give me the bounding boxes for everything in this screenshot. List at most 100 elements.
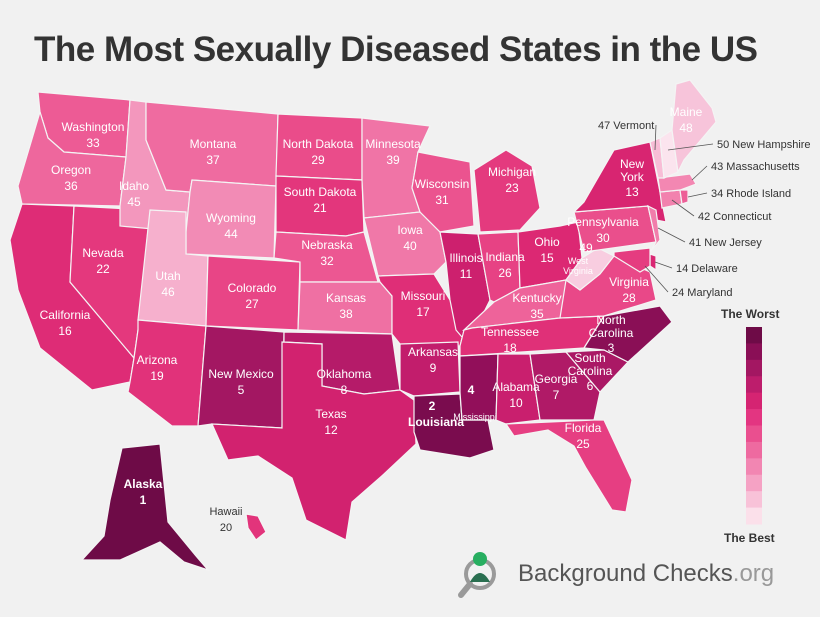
state-ga <box>529 351 601 421</box>
state-rank-ca: 16 <box>58 324 72 338</box>
state-ak <box>80 443 210 572</box>
state-nj <box>647 204 661 253</box>
state-rank-nc: 3 <box>608 341 615 355</box>
state-name-ks: Kansas <box>326 291 366 305</box>
state-rank-co: 27 <box>245 297 259 311</box>
state-name-ia: Iowa <box>397 223 423 237</box>
state-name-ky: Kentucky <box>512 291 561 305</box>
state-hi <box>245 513 267 541</box>
callout-label-ct: 42 Connecticut <box>698 211 771 223</box>
state-label-tn: Tennessee 18 <box>481 325 539 355</box>
state-name-ga: Georgia <box>535 372 578 386</box>
state-name-va: Virginia <box>609 275 649 289</box>
state-label-me: Maine 48 <box>670 105 703 135</box>
state-name-mo: Missouri <box>401 289 446 303</box>
legend-swatch <box>746 474 762 492</box>
callout-vt: 47 Vermont <box>598 120 657 151</box>
state-rank-nv: 22 <box>96 262 110 276</box>
state-name-nv: Nevada <box>82 246 124 260</box>
state-label-hi: Hawaii 20 <box>209 506 242 534</box>
state-label-tx: Texas 12 <box>315 407 346 437</box>
state-label-ky: Kentucky 35 <box>512 291 561 321</box>
state-label-al: Alabama 10 <box>492 380 540 410</box>
state-label-wa: Washington 33 <box>62 120 125 150</box>
state-me <box>671 79 717 174</box>
state-name-or: Oregon <box>51 163 91 177</box>
legend-swatch <box>746 441 762 459</box>
state-name-ar: Arkansas <box>408 345 458 359</box>
state-label-in: Indiana 26 <box>485 250 525 280</box>
state-name-tn: Tennessee <box>481 325 539 339</box>
state-name-fl: Florida <box>565 421 602 435</box>
state-rank-hi: 20 <box>220 522 232 534</box>
state-al <box>495 353 541 425</box>
state-label-mo: Missouri 17 <box>401 289 446 319</box>
state-name-la: Louisiana <box>408 415 464 429</box>
legend-bottom-label: The Best <box>724 531 775 545</box>
state-rank-me: 48 <box>679 121 693 135</box>
state-label-va: Virginia 28 <box>609 275 649 305</box>
state-rank-in: 26 <box>498 266 512 280</box>
state-name-az: Arizona <box>137 353 178 367</box>
state-label-mi: Michigan 23 <box>488 165 536 195</box>
state-rank-or: 36 <box>64 179 78 193</box>
state-ma <box>657 173 697 193</box>
state-label-nm: New Mexico 5 <box>208 367 274 397</box>
legend-swatch <box>746 491 762 509</box>
state-name-ne: Nebraska <box>301 238 353 252</box>
brand-logo: Background Checks.org <box>458 548 798 604</box>
state-label-ga: Georgia 7 <box>535 372 578 402</box>
legend-swatch <box>746 327 762 344</box>
state-label-ca: California 16 <box>40 308 91 338</box>
state-name-pa: Pennsylvania <box>567 215 639 229</box>
magnifier-person-icon <box>458 552 496 598</box>
state-mi <box>473 149 541 233</box>
callout-md: 24 Maryland <box>644 265 733 299</box>
callout-label-nj: 41 New Jersey <box>689 237 762 249</box>
state-rank-sc: 6 <box>587 379 594 393</box>
state-rank-mn: 39 <box>386 153 400 167</box>
state-label-ms: Mississippi 4 <box>453 383 497 422</box>
state-rank-wa: 33 <box>86 136 100 150</box>
state-ny <box>572 141 667 223</box>
state-name-wv: Virginia <box>563 266 593 276</box>
state-name-co: Colorado <box>228 281 277 295</box>
state-name-ca: California <box>40 308 91 322</box>
state-label-nv: Nevada 22 <box>82 246 124 276</box>
state-name-hi: Hawaii <box>209 506 242 518</box>
state-label-la: Louisiana 2 <box>408 399 464 429</box>
state-rank-ut: 46 <box>161 285 175 299</box>
state-rank-wv: 49 <box>579 241 593 255</box>
state-md <box>613 247 651 273</box>
state-rank-mi: 23 <box>505 181 519 195</box>
state-rank-la: 2 <box>429 399 436 413</box>
callout-de: 14 Delaware <box>654 261 738 275</box>
state-name-sc: Carolina <box>568 364 613 378</box>
callout-label-de: 14 Delaware <box>676 263 738 275</box>
state-rank-ar: 9 <box>430 361 437 375</box>
legend-swatch <box>746 458 762 476</box>
legend-swatch <box>746 409 762 426</box>
state-rank-mo: 17 <box>416 305 430 319</box>
legend-swatch <box>746 343 762 361</box>
state-name-wv: West <box>568 256 589 266</box>
legend-color-scale <box>746 327 762 525</box>
state-rank-sd: 21 <box>313 201 327 215</box>
state-name-sc: South <box>574 351 605 365</box>
state-name-in: Indiana <box>485 250 525 264</box>
callout-ri: 34 Rhode Island <box>687 188 791 200</box>
callout-ma: 43 Massachusetts <box>691 161 800 181</box>
state-label-ia: Iowa 40 <box>397 223 423 253</box>
state-label-nd: North Dakota 29 <box>283 137 354 167</box>
callout-nj: 41 New Jersey <box>657 227 762 249</box>
page-title: The Most Sexually Diseased States in the… <box>34 30 758 69</box>
state-name-ny: York <box>620 170 645 184</box>
state-name-sd: South Dakota <box>284 185 357 199</box>
state-name-nc: North <box>596 313 625 327</box>
state-name-ny: New <box>620 157 644 171</box>
state-rank-il: 11 <box>460 267 473 281</box>
state-name-ms: Mississippi <box>453 412 497 422</box>
